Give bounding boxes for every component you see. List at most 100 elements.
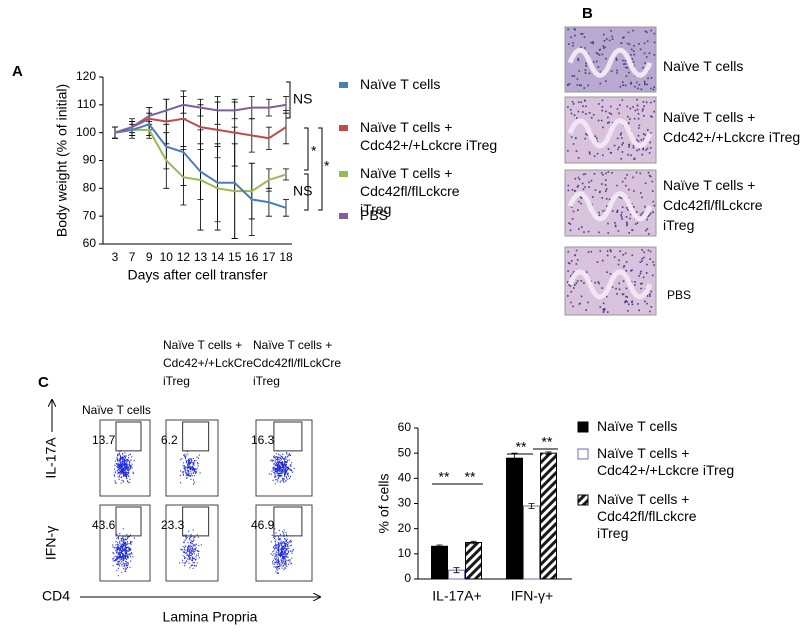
- x-tick-label: IFN-γ+: [511, 588, 553, 604]
- error-bar: [283, 199, 289, 217]
- annotation: **: [542, 434, 553, 450]
- flow-dots: [112, 528, 135, 577]
- legend-marker: [577, 494, 589, 506]
- flow-dots: [179, 450, 201, 485]
- y-tick-label: 20: [398, 521, 412, 535]
- y-tick-label: 90: [83, 153, 97, 167]
- x-tick-label: IL-17A+: [432, 588, 481, 604]
- legend-marker: [339, 125, 348, 131]
- line: [114, 123, 287, 209]
- y-tick-label: 110: [77, 97, 96, 111]
- legend-marker: [339, 171, 348, 177]
- y-tick-label: 60: [398, 420, 412, 434]
- y-axis-label: % of cells: [376, 474, 392, 534]
- y-axis-label: Body weight (% of initial): [54, 84, 70, 237]
- y-tick-label: 60: [83, 236, 97, 250]
- flow-gate: [115, 421, 142, 452]
- legend-label: Naïve T cells: [360, 76, 440, 92]
- row-label: IL-17A: [43, 437, 59, 479]
- legend-marker: [339, 82, 348, 88]
- error-bar: [528, 503, 535, 509]
- annotation: **: [465, 469, 476, 485]
- x-tick-label: 17: [262, 250, 276, 264]
- flow-plot: [165, 419, 219, 497]
- error-bar: [283, 96, 289, 114]
- error-bar: [453, 567, 460, 574]
- gate-percentage: 13.7: [92, 433, 116, 447]
- annotation: **: [516, 439, 527, 455]
- error-bar: [545, 451, 552, 455]
- histology-label: Naïve T cells + Cdc42+/+Lckcre iTreg: [663, 109, 800, 145]
- y-tick-label: 10: [398, 546, 412, 560]
- bar: [465, 542, 482, 580]
- gate-percentage: 46.9: [251, 518, 275, 532]
- column-header: Naïve T cells + Cdc42+/+LckCre iTreg: [163, 338, 256, 388]
- x-tick-label: 3: [112, 250, 119, 264]
- error-bar: [511, 452, 518, 464]
- x-tick-label: 15: [228, 250, 242, 264]
- flow-dots: [270, 528, 294, 575]
- histology-crypts: [567, 118, 653, 149]
- histology-crypts: [567, 269, 653, 300]
- legend-label: PBS: [360, 207, 388, 223]
- annotation: NS: [293, 183, 312, 199]
- flow-gate: [115, 506, 142, 537]
- flow-gate: [273, 421, 303, 452]
- flow-dots: [113, 450, 135, 484]
- line: [114, 103, 287, 134]
- histology-crypts: [567, 47, 653, 78]
- flow-dots: [179, 529, 202, 569]
- flow-gate: [273, 506, 303, 537]
- x-tick-label: 7: [129, 250, 136, 264]
- histology-nuclei: [567, 98, 656, 160]
- x-axis-label: Days after cell transfer: [127, 267, 267, 283]
- legend-label: Naïve T cells + Cdc42+/+Lckcre iTreg: [597, 445, 734, 478]
- error-bar: [436, 544, 443, 548]
- annotation: NS: [293, 91, 312, 107]
- x-tick-label: 9: [146, 250, 153, 264]
- legend-marker: [339, 213, 348, 219]
- legend-label: Naïve T cells + Cdc42+/+Lckcre iTreg: [360, 119, 497, 153]
- flow-plot: [165, 504, 219, 582]
- tissue-label: Lamina Propria: [163, 609, 258, 625]
- legend-label: Naïve T cells + Cdc42fl/flLckcre iTreg: [597, 491, 700, 541]
- x-tick-label: 14: [211, 250, 225, 264]
- histology-label: Naïve T cells + Cdc42fl/flLckcre iTreg: [663, 177, 766, 233]
- gate-percentage: 23.3: [161, 518, 185, 532]
- flow-gate: [182, 506, 210, 537]
- row-label: IFN-γ: [43, 526, 59, 560]
- error-bar: [470, 540, 477, 545]
- annotation: **: [439, 469, 450, 485]
- column-header: Naïve T cells + Cdc42fl/flLckCre iTreg: [253, 338, 344, 388]
- bar: [523, 505, 540, 580]
- error-bar: [283, 168, 289, 181]
- legend-marker: [577, 421, 589, 433]
- column-header: Naïve T cells: [82, 403, 151, 417]
- line: [114, 128, 287, 193]
- y-tick-label: 100: [76, 125, 96, 139]
- x-tick-label: 13: [194, 250, 208, 264]
- bar: [506, 457, 523, 580]
- histology-label: Naïve T cells: [663, 58, 743, 74]
- flow-gate: [182, 421, 210, 452]
- gate-percentage: 6.2: [161, 433, 178, 447]
- y-tick-label: 80: [83, 181, 97, 195]
- gate-percentage: 43.6: [92, 518, 116, 532]
- x-tick-label: 16: [245, 250, 259, 264]
- y-tick-label: 0: [404, 571, 411, 585]
- panel-letter: B: [582, 5, 593, 22]
- bar: [540, 452, 557, 580]
- annotation: *: [324, 158, 330, 174]
- gate-percentage: 16.3: [251, 433, 275, 447]
- bracket: [286, 81, 323, 211]
- y-tick-label: 70: [83, 208, 97, 222]
- histology-crypts: [567, 191, 653, 222]
- flow-plot: [255, 419, 313, 497]
- x-tick-label: 10: [160, 250, 174, 264]
- x-tick-label: 12: [177, 250, 191, 264]
- panel-letter: C: [38, 374, 49, 391]
- y-tick-label: 40: [398, 471, 412, 485]
- legend-marker: [577, 448, 589, 460]
- x-axis-label: CD4: [42, 588, 70, 604]
